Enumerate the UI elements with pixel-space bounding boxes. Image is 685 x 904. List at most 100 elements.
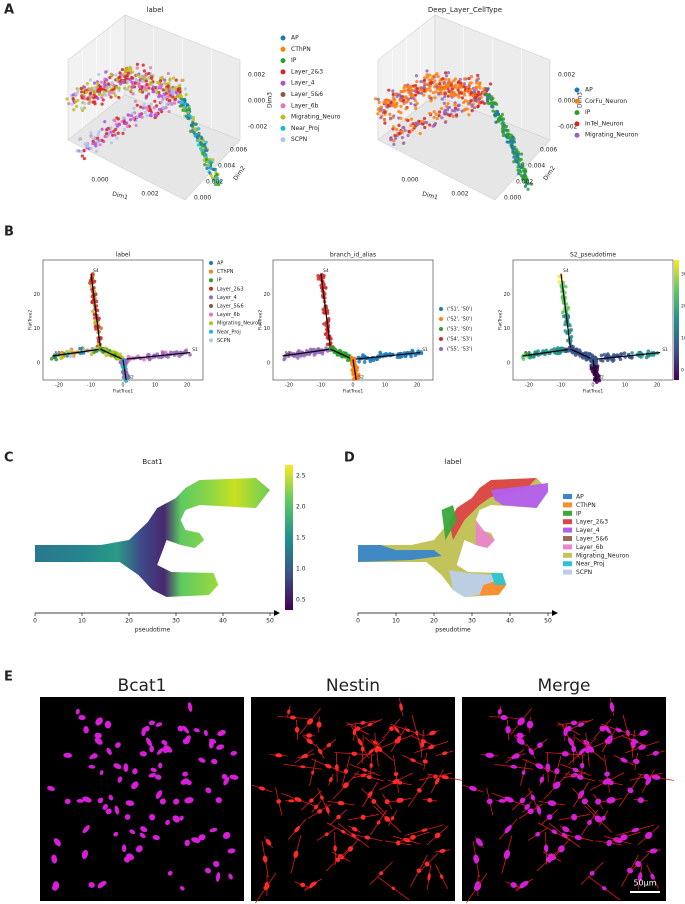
cell-point [82,93,85,96]
y-tick-label: 0 [267,360,270,366]
cell-point [168,90,171,93]
x-tick-label: 20 [654,383,660,389]
cell-point [431,77,434,80]
cell-point [448,81,451,84]
image-title: Merge [537,676,590,696]
cell-point [149,109,152,112]
legend-marker [281,92,286,97]
legend-label: InTel_Neuron [585,120,624,127]
cell-point [500,122,503,125]
cell-point [143,69,146,72]
cell-point [75,92,78,95]
cell-point [428,74,431,77]
cell-point [438,110,441,113]
cell-point [180,100,183,103]
cell-point [475,86,478,89]
cell-point [186,104,189,107]
cell-point [433,116,436,119]
cell-point [96,137,99,140]
cell-point [474,96,477,99]
cell-point [507,133,510,136]
image-background [40,697,244,901]
z-tick-label: 0.002 [248,72,265,79]
legend-label: CorFu_Neuron [585,98,627,105]
cell-point [379,116,382,119]
cell-point [478,97,481,100]
cell-point [462,101,465,104]
cell-point [200,137,203,140]
x-tick-label: -10 [87,383,95,389]
cell-point [438,82,441,85]
cell-point [205,158,208,161]
cell-point [465,89,468,92]
cell-point [105,128,108,131]
plot-title: label [147,6,164,14]
cell-point [401,136,404,139]
cell-point [471,109,474,112]
cell-point [50,357,54,361]
cell-point [168,78,171,81]
colorbar-tick-label: 10 [681,336,685,342]
cell-point [440,107,443,110]
cell-point [569,328,573,332]
cell-point [415,74,418,77]
cell-point [111,134,114,137]
cell-point [93,100,96,103]
cell-point [453,109,456,112]
cell-point [116,125,119,128]
cell-point [392,143,395,146]
cell-point [458,84,461,87]
cell-point [503,128,506,131]
node-label: S0 [525,351,531,357]
axis-label: Dim1 [421,191,438,202]
z-tick-label: 0.000 [248,98,265,105]
cell-point [461,96,464,99]
cell-point [447,71,450,74]
legend-label: Layer_6b [291,102,319,109]
cell-point [434,74,437,77]
cell-point [372,359,376,363]
y-tick-label: 0.002 [516,179,533,186]
cell-point [94,325,98,329]
legend-marker [209,338,213,342]
cell-point [136,66,139,69]
cell-point [478,81,481,84]
cell-point [517,153,520,156]
cell-point [512,155,515,158]
cell-point [129,118,132,121]
legend-label: Near_Proj [291,125,320,132]
cell-point [83,102,86,105]
cell-point [212,168,215,171]
cell-point [387,89,390,92]
cell-point [482,87,485,90]
cell-point [413,89,416,92]
image-background [251,697,455,901]
cell-point [399,99,402,102]
y-tick-label: 20 [264,292,270,298]
cell-point [122,116,125,119]
cell-point [87,102,90,105]
cell-point [82,149,85,152]
cell-point [145,114,148,117]
colorbar-tick-label: 20 [681,304,685,310]
legend-marker [563,494,572,499]
stream-band [476,520,495,548]
cell-point [144,111,147,114]
cell-point [382,101,385,104]
cell-point [398,356,402,360]
cell-point [395,102,398,105]
cell-point [100,81,103,84]
cell-point [142,103,145,106]
cell-point [437,92,440,95]
cell-point [72,93,75,96]
cell-point [524,170,527,173]
z-tick-label: 0.002 [558,72,575,79]
cell-point [174,98,177,101]
cell-point [435,85,438,88]
cell-point [177,95,180,98]
scale-bar-label: 50μm [633,879,656,888]
cell-point [207,164,210,167]
cell-point [415,80,418,83]
cell-point [444,78,447,81]
cell-point [125,67,128,70]
